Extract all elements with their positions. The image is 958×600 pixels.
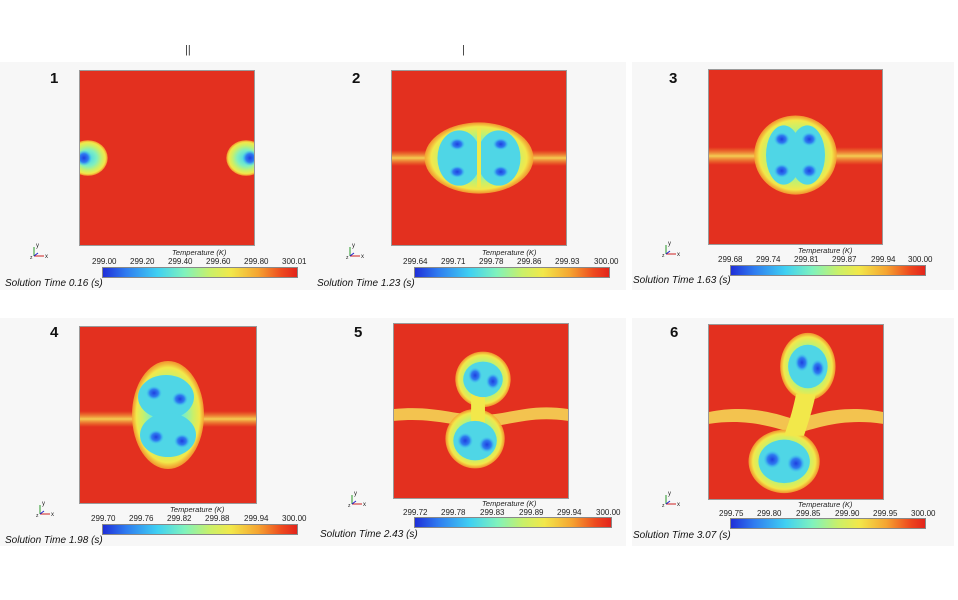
colorbar-tick: 300.00 <box>282 514 307 523</box>
panel-5: 5 y z x Temperature (K) 299.72 299.78 29… <box>316 318 626 546</box>
colorbar-tick: 299.80 <box>757 509 782 518</box>
colorbar-tick: 299.94 <box>557 508 582 517</box>
colorbar-tick: 299.88 <box>205 514 230 523</box>
temperature-field <box>391 70 567 246</box>
colorbar <box>102 267 298 278</box>
colorbar-tick: 299.95 <box>873 509 898 518</box>
cropped-text-fragment: || <box>185 44 191 56</box>
colorbar-tick: 299.64 <box>403 257 428 266</box>
colorbar <box>414 267 610 278</box>
axes-triad-icon: y z x <box>348 490 368 509</box>
svg-text:z: z <box>662 503 665 508</box>
svg-text:y: y <box>354 491 357 497</box>
panel-number: 3 <box>669 70 678 87</box>
svg-text:z: z <box>662 253 665 258</box>
colorbar-tick: 299.87 <box>832 255 857 264</box>
temperature-field <box>393 323 569 499</box>
cropped-text-fragment: | <box>462 44 465 56</box>
panel-number: 1 <box>50 70 59 87</box>
panel-3: 3 y z x Temperature (K) 299.68 299.74 29… <box>632 62 954 290</box>
panel-4: 4 y z x Temperature (K) 299.70 299.76 29… <box>0 318 318 546</box>
svg-text:z: z <box>348 503 351 508</box>
panel-6: 6 y z x Temperature (K) 299.75 299.80 29… <box>632 318 954 546</box>
svg-text:z: z <box>36 513 39 518</box>
panel-number: 5 <box>354 324 363 341</box>
colorbar-title: Temperature (K) <box>482 499 537 508</box>
solution-time: Solution Time 1.63 (s) <box>633 275 731 286</box>
colorbar-tick: 299.40 <box>168 257 193 266</box>
panel-number: 4 <box>50 324 59 341</box>
colorbar-tick: 299.75 <box>719 509 744 518</box>
panel-number: 2 <box>352 70 361 87</box>
colorbar-tick: 299.94 <box>244 514 269 523</box>
svg-text:y: y <box>36 243 39 249</box>
svg-text:x: x <box>363 502 366 508</box>
colorbar-tick: 300.00 <box>908 255 933 264</box>
svg-text:y: y <box>668 491 671 497</box>
temperature-field <box>79 70 255 246</box>
colorbar-tick: 299.78 <box>441 508 466 517</box>
svg-text:y: y <box>42 501 45 507</box>
colorbar-tick: 299.60 <box>206 257 231 266</box>
colorbar-tick: 299.89 <box>519 508 544 517</box>
colorbar-tick: 299.76 <box>129 514 154 523</box>
colorbar-tick: 300.00 <box>594 257 619 266</box>
colorbar-tick: 299.80 <box>244 257 269 266</box>
panel-2: 2 y z x Temperature (K) 299.64 299.71 29… <box>316 62 626 290</box>
colorbar-tick: 299.86 <box>517 257 542 266</box>
svg-text:x: x <box>51 512 54 518</box>
colorbar-title: Temperature (K) <box>482 248 537 257</box>
colorbar-tick: 299.74 <box>756 255 781 264</box>
panel-number: 6 <box>670 324 679 341</box>
svg-text:y: y <box>352 243 355 249</box>
svg-text:x: x <box>677 252 680 258</box>
colorbar-tick: 300.01 <box>282 257 307 266</box>
svg-text:x: x <box>361 254 364 260</box>
solution-time: Solution Time 1.23 (s) <box>317 278 415 289</box>
colorbar-tick: 299.70 <box>91 514 116 523</box>
svg-text:x: x <box>45 254 48 260</box>
colorbar-tick: 299.81 <box>794 255 819 264</box>
panel-1: 1 y z x Temperature (K) 299.00 299.20 29… <box>0 62 318 290</box>
colorbar-tick: 299.68 <box>718 255 743 264</box>
axes-triad-icon: y z x <box>30 242 50 261</box>
solution-time: Solution Time 0.16 (s) <box>5 278 103 289</box>
solution-time: Solution Time 2.43 (s) <box>320 529 418 540</box>
colorbar-tick: 299.71 <box>441 257 466 266</box>
colorbar-tick: 299.82 <box>167 514 192 523</box>
colorbar-title: Temperature (K) <box>170 505 225 514</box>
colorbar <box>414 517 612 528</box>
colorbar-tick: 299.20 <box>130 257 155 266</box>
colorbar-tick: 299.85 <box>796 509 821 518</box>
svg-text:z: z <box>30 255 33 260</box>
colorbar <box>102 524 298 535</box>
axes-triad-icon: y z x <box>346 242 366 261</box>
colorbar-tick: 299.90 <box>835 509 860 518</box>
colorbar-tick: 300.00 <box>911 509 936 518</box>
temperature-field <box>708 324 884 500</box>
colorbar-tick: 299.94 <box>871 255 896 264</box>
svg-text:z: z <box>346 255 349 260</box>
colorbar-tick: 299.93 <box>555 257 580 266</box>
temperature-field <box>708 69 883 245</box>
svg-text:y: y <box>668 241 671 247</box>
colorbar-title: Temperature (K) <box>798 500 853 509</box>
svg-text:x: x <box>677 502 680 508</box>
solution-time: Solution Time 3.07 (s) <box>633 530 731 541</box>
colorbar-tick: 299.72 <box>403 508 428 517</box>
colorbar <box>730 265 926 276</box>
solution-time: Solution Time 1.98 (s) <box>5 535 103 546</box>
colorbar-title: Temperature (K) <box>172 248 227 257</box>
axes-triad-icon: y z x <box>36 500 56 519</box>
colorbar-tick: 299.83 <box>480 508 505 517</box>
colorbar-title: Temperature (K) <box>798 246 853 255</box>
colorbar <box>730 518 926 529</box>
axes-triad-icon: y z x <box>662 490 682 509</box>
axes-triad-icon: y z x <box>662 240 682 259</box>
colorbar-tick: 299.00 <box>92 257 117 266</box>
colorbar-tick: 300.00 <box>596 508 621 517</box>
temperature-field <box>79 326 257 504</box>
colorbar-tick: 299.78 <box>479 257 504 266</box>
